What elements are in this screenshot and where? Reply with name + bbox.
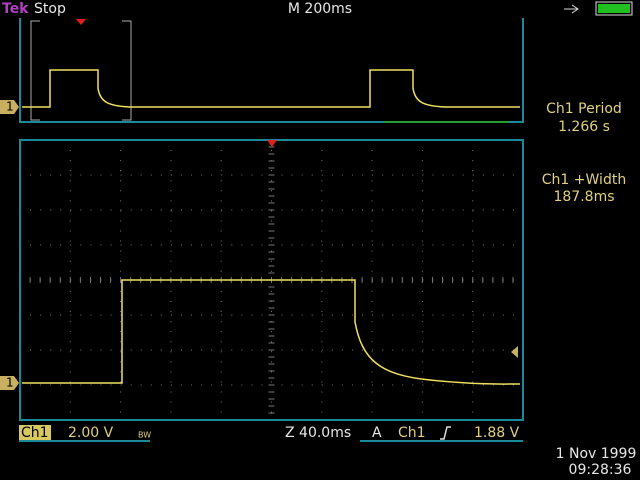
meas-label: Ch1 Period: [546, 101, 622, 117]
timebase: M 200ms: [288, 1, 352, 17]
main-marker: [0, 376, 19, 390]
battery: [595, 1, 633, 16]
channel-scale: 2.00 V: [68, 425, 114, 441]
meas-value: 187.8ms: [553, 189, 614, 205]
channel: Ch1: [21, 425, 49, 441]
overview-trace: [22, 69, 520, 108]
trigger-source: Ch1: [398, 425, 426, 441]
overview-marker: [0, 100, 19, 114]
acq-state: Stop: [34, 1, 66, 17]
trigger-marker: [267, 140, 277, 147]
main-marker-label: 1: [6, 376, 14, 390]
main-trace: [22, 279, 521, 385]
trigger-position: [76, 19, 86, 25]
date: 1 Nov 1999: [556, 446, 637, 462]
overview-frame: [19, 18, 524, 123]
overview-marker-label: 1: [6, 100, 14, 114]
brand: Tek: [2, 1, 29, 17]
trigger-mode: A: [372, 425, 382, 441]
bandwidth: BW: [138, 431, 151, 440]
battery-level: [598, 4, 630, 13]
meas-value: 1.266 s: [558, 119, 610, 135]
meas-label: Ch1 +Width: [542, 172, 626, 188]
zoom: Z 40.0ms: [285, 425, 351, 441]
power-icon: [564, 4, 579, 14]
channel-box: [19, 425, 51, 440]
brand-box: [0, 0, 30, 16]
slope-icon: [440, 426, 451, 440]
zoom-bracket: [30, 20, 132, 121]
trigger-level-marker: [511, 346, 518, 358]
time: 09:28:36: [569, 462, 632, 478]
trigger-level: 1.88 V: [474, 425, 520, 441]
